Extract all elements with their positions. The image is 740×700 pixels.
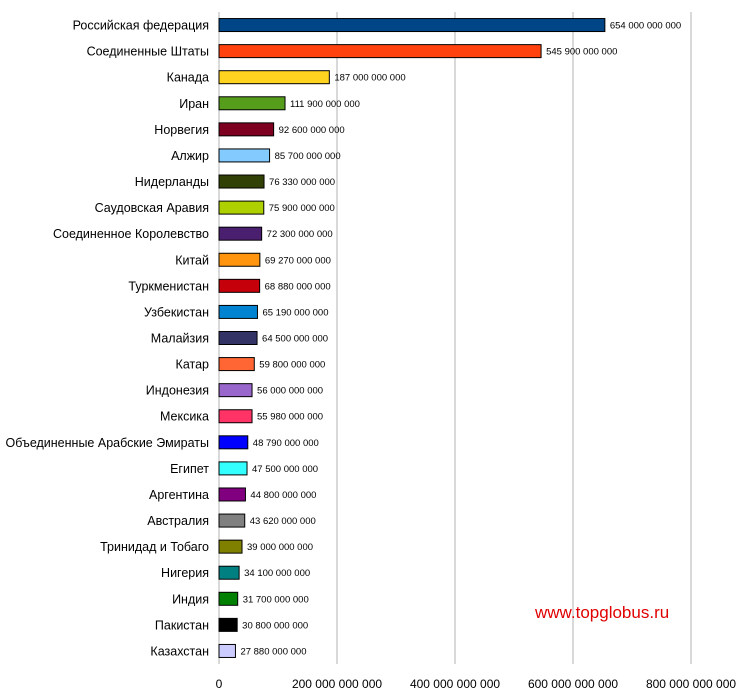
value-label: 31 700 000 000	[243, 594, 309, 605]
value-label: 545 900 000 000	[546, 47, 617, 58]
bar	[218, 565, 240, 580]
value-label: 72 300 000 000	[267, 229, 333, 240]
category-label: Норвегия	[154, 123, 209, 137]
value-label: 76 330 000 000	[269, 177, 335, 188]
category-label: Узбекистан	[144, 305, 209, 319]
value-label: 59 800 000 000	[259, 360, 325, 371]
bar	[218, 70, 330, 85]
category-label: Китай	[175, 253, 209, 267]
value-label: 39 000 000 000	[247, 542, 313, 553]
category-label: Нигерия	[161, 566, 209, 580]
bar	[218, 643, 236, 658]
category-label: Казахстан	[150, 644, 209, 658]
bar	[218, 252, 261, 267]
bar	[218, 44, 542, 59]
category-label: Саудовская Аравия	[95, 201, 209, 215]
value-label: 69 270 000 000	[265, 255, 331, 266]
bar	[218, 591, 239, 606]
value-label: 75 900 000 000	[269, 203, 335, 214]
x-tick-label: 200 000 000 000	[292, 677, 382, 691]
bar	[218, 278, 261, 293]
category-label: Российская федерация	[73, 19, 209, 33]
value-label: 55 980 000 000	[257, 412, 323, 423]
category-labels: Российская федерация Соединенные Штаты Кан…	[6, 19, 210, 659]
x-tick-label: 0	[216, 677, 223, 691]
category-label: Малайзия	[151, 332, 209, 346]
value-label: 68 880 000 000	[265, 281, 331, 292]
value-label: 44 800 000 000	[250, 490, 316, 501]
value-label: 48 790 000 000	[253, 438, 319, 449]
x-tick-label: 600 000 000 000	[528, 677, 618, 691]
category-label: Индия	[172, 592, 209, 606]
bar	[218, 304, 258, 319]
category-label: Нидерланды	[135, 175, 209, 189]
value-label: 654 000 000 000	[610, 21, 681, 32]
watermark-text: www.topglobus.ru	[534, 603, 669, 622]
bar	[218, 200, 265, 215]
value-label: 30 800 000 000	[242, 620, 308, 631]
value-label: 85 700 000 000	[275, 151, 341, 162]
bar	[218, 539, 243, 554]
value-label: 92 600 000 000	[279, 125, 345, 136]
x-tick-label: 400 000 000 000	[410, 677, 500, 691]
category-label: Австралия	[147, 514, 209, 528]
bar	[218, 513, 246, 528]
category-label: Объединенные Арабские Эмираты	[6, 436, 209, 450]
value-label: 187 000 000 000	[334, 73, 405, 84]
category-label: Индонезия	[146, 384, 209, 398]
bar	[218, 331, 258, 345]
category-label: Египет	[170, 462, 209, 476]
value-label: 56 000 000 000	[257, 386, 323, 397]
bar	[218, 226, 263, 241]
category-label: Аргентина	[149, 488, 209, 502]
value-label: 43 620 000 000	[250, 516, 316, 527]
x-axis-ticks: 0 200 000 000 000 400 000 000 000 600 000 0…	[216, 677, 737, 691]
bar	[218, 174, 265, 189]
value-label: 47 500 000 000	[252, 464, 318, 475]
value-label: 34 100 000 000	[244, 568, 310, 579]
bar	[218, 383, 253, 398]
category-label: Алжир	[171, 149, 209, 163]
category-label: Катар	[176, 358, 209, 372]
bar	[218, 435, 249, 450]
x-tick-label: 800 000 000 000	[646, 677, 736, 691]
bar	[218, 122, 275, 137]
bars	[218, 18, 606, 658]
bar	[218, 96, 286, 111]
category-label: Мексика	[160, 410, 209, 424]
category-label: Туркменистан	[128, 279, 209, 293]
category-label: Канада	[167, 71, 209, 85]
bar	[218, 487, 246, 502]
category-label: Иран	[179, 97, 209, 111]
category-label: Пакистан	[155, 618, 209, 632]
category-label: Тринидад и Тобаго	[100, 540, 209, 554]
bar	[218, 148, 271, 163]
value-labels: 654 000 000 000 545 900 000 000 187 000 00…	[240, 21, 681, 658]
value-label: 64 500 000 000	[262, 334, 328, 345]
bar	[218, 409, 253, 424]
category-label: Соединенное Королевство	[53, 227, 209, 241]
bar	[218, 18, 606, 33]
bar	[218, 357, 255, 372]
bar	[218, 617, 238, 632]
value-label: 65 190 000 000	[262, 307, 328, 318]
value-label: 27 880 000 000	[240, 646, 306, 657]
category-label: Соединенные Штаты	[87, 45, 209, 59]
bar	[218, 461, 248, 476]
value-label: 111 900 000 000	[290, 99, 360, 110]
